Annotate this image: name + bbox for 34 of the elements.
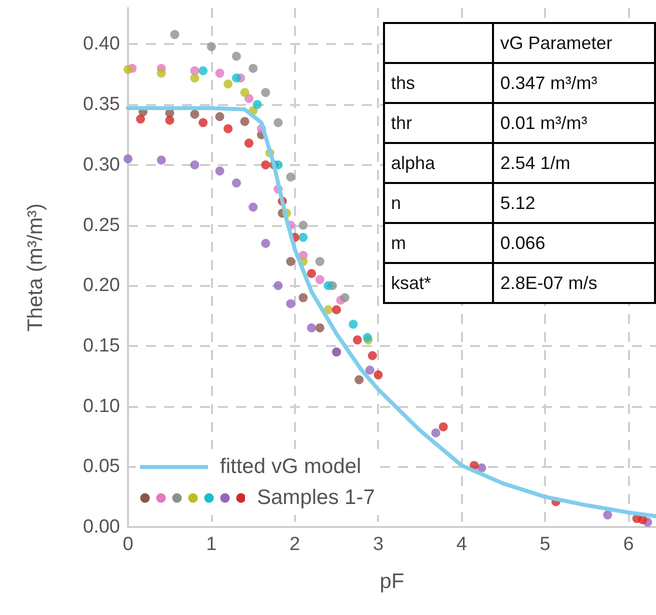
annotation: 2.8E-07 m/s [493,263,655,303]
legend-label: Samples 1-7 [257,486,375,510]
legend-label: fitted vG model [220,454,362,478]
x-tick-label: 6 [623,534,634,555]
annotation: n [384,183,494,223]
x-axis-title: pF [380,570,404,593]
y-axis-title: Theta (m³/m³) [24,203,47,332]
y-tick-label: 0.10 [83,396,120,417]
y-tick-label: 0.05 [83,456,120,478]
annotation: 2.54 1/m [493,143,655,183]
x-tick-label: 3 [372,534,384,555]
y-tick-label: 0.00 [83,516,120,538]
annotation: 5.12 [493,183,655,223]
line-series [126,106,656,518]
annotation: ksat* [384,263,494,303]
y-tick-label: 0.40 [83,34,120,55]
x-tick-label: 1 [206,534,217,555]
x-tick-label: 4 [456,534,468,555]
text: vG Parameter [493,23,655,63]
y-tick-label: 0.25 [83,214,120,236]
y-tick-label: 0.30 [83,154,120,176]
y-tick-label: 0.15 [83,335,120,356]
x-tick-label: 0 [122,534,134,555]
annotation: alpha [384,143,494,183]
annotation: 0.066 [493,223,655,263]
annotation: 0.347 m³/m³ [493,63,655,103]
y-tick-label: 0.35 [83,94,120,116]
annotation: thr [384,103,494,143]
y-tick-label: 0.20 [83,275,120,296]
x-tick-label: 2 [290,534,300,555]
annotation: ths [384,63,494,103]
annotation: 0.01 m³/m³ [493,103,655,143]
annotation: m [384,223,494,263]
x-tick-label: 5 [540,534,550,555]
